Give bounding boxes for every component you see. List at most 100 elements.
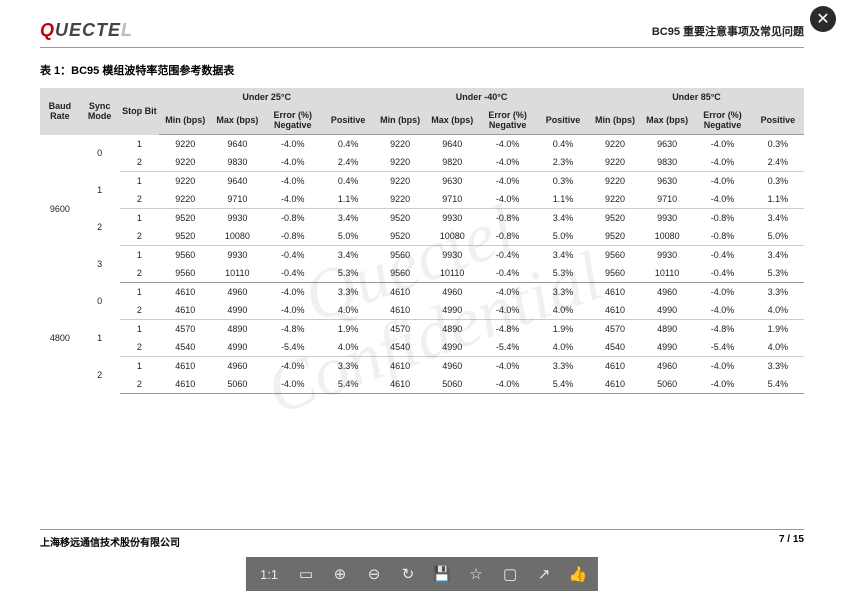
- cell-value: 10080: [426, 227, 478, 246]
- cell-value: 9520: [589, 227, 641, 246]
- cell-value: -0.4%: [263, 246, 322, 265]
- close-button[interactable]: ✕: [810, 6, 836, 32]
- col-positive: Positive: [322, 106, 374, 135]
- cell-value: -5.4%: [263, 338, 322, 357]
- cell-value: -4.0%: [263, 283, 322, 302]
- cell-value: 1.9%: [322, 320, 374, 339]
- cell-value: 5.0%: [537, 227, 589, 246]
- cell-value: 1.1%: [752, 190, 804, 209]
- col-max: Max (bps): [641, 106, 693, 135]
- table-row: 2195209930-0.8%3.4%95209930-0.8%3.4%9520…: [40, 209, 804, 228]
- cell-value: 3.3%: [322, 357, 374, 376]
- cell-value: 4990: [426, 301, 478, 320]
- cell-value: 3.4%: [752, 209, 804, 228]
- cell-value: 2.4%: [322, 153, 374, 172]
- col-positive: Positive: [752, 106, 804, 135]
- cell-value: 4990: [426, 338, 478, 357]
- cell-value: 9930: [426, 246, 478, 265]
- cell-value: 5.4%: [322, 375, 374, 394]
- baud-rate-table: Baud Rate Sync Mode Stop Bit Under 25°C …: [40, 88, 804, 394]
- favorite-icon[interactable]: ☆: [466, 565, 486, 583]
- cell-value: 9830: [641, 153, 693, 172]
- cell-value: 9220: [374, 153, 426, 172]
- cell-stop-bit: 2: [120, 338, 160, 357]
- cell-sync-mode: 2: [80, 209, 120, 246]
- cell-sync-mode: 2: [80, 357, 120, 394]
- logo-part-1: Q: [40, 20, 55, 40]
- cell-value: 9830: [211, 153, 263, 172]
- cell-value: 9220: [589, 135, 641, 154]
- cell-value: 9560: [589, 246, 641, 265]
- cell-value: 9710: [211, 190, 263, 209]
- cell-value: 4.0%: [752, 338, 804, 357]
- cell-value: 3.4%: [537, 209, 589, 228]
- cell-sync-mode: 3: [80, 246, 120, 283]
- cell-value: 3.4%: [752, 246, 804, 265]
- cell-value: 5.3%: [322, 264, 374, 283]
- cell-stop-bit: 1: [120, 209, 160, 228]
- cell-value: -4.0%: [263, 172, 322, 191]
- cell-value: -0.4%: [693, 264, 752, 283]
- cell-value: -4.0%: [478, 190, 537, 209]
- table-row: 292209830-4.0%2.4%92209820-4.0%2.3%92209…: [40, 153, 804, 172]
- cell-value: 9520: [374, 227, 426, 246]
- cell-value: -5.4%: [693, 338, 752, 357]
- cell-value: 9820: [426, 153, 478, 172]
- table-row: 245404990-5.4%4.0%45404990-5.4%4.0%45404…: [40, 338, 804, 357]
- cell-value: 4610: [589, 301, 641, 320]
- document-title: BC95 重要注意事项及常见问题: [652, 23, 804, 39]
- cell-value: 9220: [374, 190, 426, 209]
- cell-value: 9520: [589, 209, 641, 228]
- col-err-neg: Error (%) Negative: [263, 106, 322, 135]
- cell-value: -0.8%: [693, 227, 752, 246]
- zoom-ratio-button[interactable]: 1:1: [256, 567, 282, 582]
- table-row: 246104990-4.0%4.0%46104990-4.0%4.0%46104…: [40, 301, 804, 320]
- cell-value: 9710: [641, 190, 693, 209]
- like-icon[interactable]: 👍: [568, 565, 588, 583]
- zoom-out-icon[interactable]: ⊖: [364, 565, 384, 583]
- cell-value: -0.8%: [478, 227, 537, 246]
- cell-stop-bit: 1: [120, 357, 160, 376]
- cell-value: 0.3%: [752, 135, 804, 154]
- cell-value: 4610: [159, 375, 211, 394]
- document-page: QUECTEL BC95 重要注意事项及常见问题 表 1：BC95 模组波特率范…: [0, 0, 844, 597]
- cell-value: 9930: [211, 209, 263, 228]
- col-positive: Positive: [537, 106, 589, 135]
- cell-stop-bit: 2: [120, 264, 160, 283]
- rotate-icon[interactable]: ↻: [398, 565, 418, 583]
- close-icon: ✕: [816, 9, 829, 29]
- cell-value: 9930: [641, 209, 693, 228]
- share-icon[interactable]: ↗: [534, 565, 554, 583]
- cell-value: 3.3%: [752, 357, 804, 376]
- cell-value: -0.4%: [478, 264, 537, 283]
- cell-value: 9560: [589, 264, 641, 283]
- zoom-in-icon[interactable]: ⊕: [330, 565, 350, 583]
- fullscreen-icon[interactable]: ▭: [296, 565, 316, 583]
- col-baud-rate: Baud Rate: [40, 88, 80, 135]
- cell-stop-bit: 2: [120, 301, 160, 320]
- cell-value: 10110: [641, 264, 693, 283]
- cell-value: 0.3%: [752, 172, 804, 191]
- cell-value: 9560: [159, 264, 211, 283]
- cell-value: 5060: [426, 375, 478, 394]
- cell-value: 3.3%: [752, 283, 804, 302]
- cell-value: -0.4%: [263, 264, 322, 283]
- cell-value: 4990: [641, 301, 693, 320]
- save-icon[interactable]: 💾: [432, 565, 452, 583]
- cell-value: -4.0%: [478, 283, 537, 302]
- page-icon[interactable]: ▢: [500, 565, 520, 583]
- cell-value: 3.3%: [537, 283, 589, 302]
- table-row: 292209710-4.0%1.1%92209710-4.0%1.1%92209…: [40, 190, 804, 209]
- cell-value: -0.8%: [263, 227, 322, 246]
- cell-stop-bit: 1: [120, 246, 160, 265]
- cell-value: -4.0%: [693, 153, 752, 172]
- cell-value: 9710: [426, 190, 478, 209]
- cell-value: 10110: [211, 264, 263, 283]
- cell-value: 0.4%: [322, 135, 374, 154]
- cell-value: 9560: [159, 246, 211, 265]
- cell-value: 9630: [641, 135, 693, 154]
- cell-value: 4.0%: [537, 338, 589, 357]
- cell-value: 9220: [374, 172, 426, 191]
- cell-value: -4.0%: [263, 301, 322, 320]
- cell-baud-rate: 9600: [40, 135, 80, 283]
